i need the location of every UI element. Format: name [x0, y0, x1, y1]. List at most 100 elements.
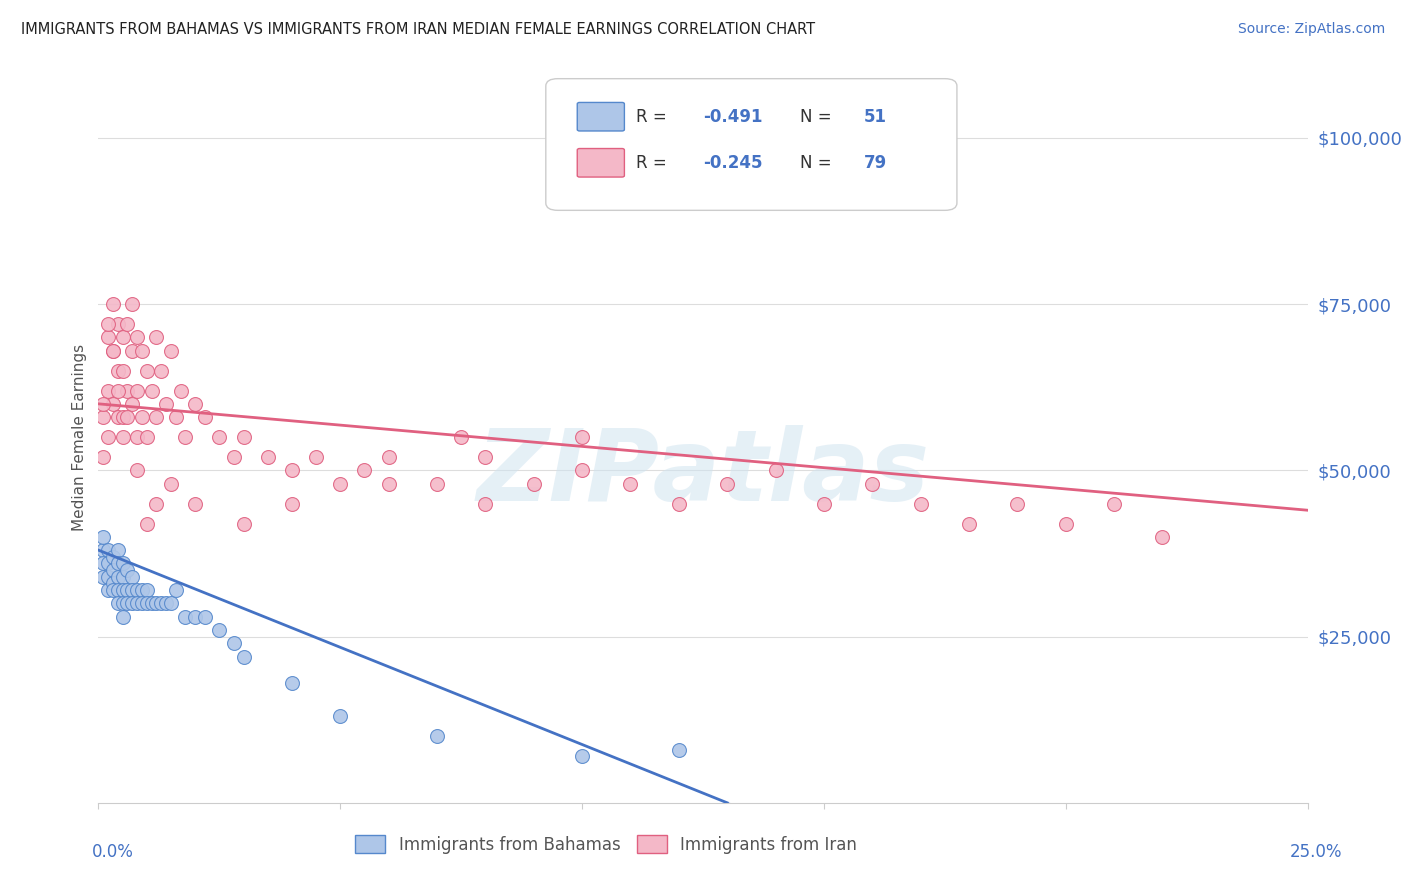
Point — [135, 430, 157, 444]
Point — [571, 430, 593, 444]
Point — [111, 570, 134, 584]
Point — [127, 384, 149, 398]
Point — [141, 596, 163, 610]
Point — [131, 343, 153, 358]
Point — [165, 410, 187, 425]
Point — [305, 450, 328, 464]
Point — [121, 582, 143, 597]
Point — [91, 450, 114, 464]
Point — [121, 297, 143, 311]
Point — [101, 563, 124, 577]
Point — [131, 596, 153, 610]
Point — [1054, 516, 1077, 531]
Point — [91, 557, 114, 571]
Point — [571, 749, 593, 764]
Point — [160, 476, 183, 491]
Point — [165, 582, 187, 597]
Point — [184, 609, 207, 624]
Point — [127, 330, 149, 344]
Point — [184, 397, 207, 411]
Point — [101, 297, 124, 311]
Point — [426, 729, 449, 743]
Text: IMMIGRANTS FROM BAHAMAS VS IMMIGRANTS FROM IRAN MEDIAN FEMALE EARNINGS CORRELATI: IMMIGRANTS FROM BAHAMAS VS IMMIGRANTS FR… — [21, 22, 815, 37]
Text: 79: 79 — [863, 153, 887, 172]
Text: -0.245: -0.245 — [703, 153, 762, 172]
Point — [117, 384, 139, 398]
Text: ZIPatlas: ZIPatlas — [477, 425, 929, 522]
Text: Source: ZipAtlas.com: Source: ZipAtlas.com — [1237, 22, 1385, 37]
Point — [281, 463, 304, 477]
Point — [668, 497, 690, 511]
Point — [91, 543, 114, 558]
Point — [668, 742, 690, 756]
Point — [194, 410, 217, 425]
Text: -0.491: -0.491 — [703, 108, 762, 126]
Point — [121, 596, 143, 610]
Point — [121, 397, 143, 411]
Point — [860, 476, 883, 491]
Point — [127, 596, 149, 610]
Point — [155, 397, 177, 411]
Point — [107, 317, 129, 331]
Point — [910, 497, 932, 511]
Point — [97, 317, 120, 331]
Point — [111, 609, 134, 624]
Point — [127, 463, 149, 477]
Point — [155, 596, 177, 610]
Point — [716, 476, 738, 491]
Point — [150, 596, 173, 610]
Point — [619, 476, 641, 491]
Text: N =: N = — [800, 153, 837, 172]
Point — [184, 497, 207, 511]
Point — [523, 476, 546, 491]
Point — [111, 596, 134, 610]
Point — [160, 343, 183, 358]
Point — [111, 582, 134, 597]
Point — [377, 450, 399, 464]
Point — [117, 317, 139, 331]
Point — [117, 563, 139, 577]
Point — [474, 497, 496, 511]
Point — [107, 557, 129, 571]
Point — [107, 570, 129, 584]
Point — [97, 384, 120, 398]
Point — [222, 450, 245, 464]
Point — [131, 410, 153, 425]
Point — [101, 397, 124, 411]
Point — [135, 582, 157, 597]
Point — [145, 410, 167, 425]
FancyBboxPatch shape — [578, 149, 624, 177]
Point — [145, 497, 167, 511]
Point — [281, 497, 304, 511]
Point — [160, 596, 183, 610]
Point — [97, 430, 120, 444]
Point — [135, 516, 157, 531]
Point — [1152, 530, 1174, 544]
Point — [232, 430, 254, 444]
Point — [1102, 497, 1125, 511]
Point — [145, 596, 167, 610]
Point — [117, 582, 139, 597]
Point — [353, 463, 375, 477]
Point — [174, 609, 197, 624]
Point — [281, 676, 304, 690]
Point — [208, 623, 231, 637]
Point — [97, 543, 120, 558]
Point — [111, 557, 134, 571]
Point — [232, 649, 254, 664]
Point — [111, 330, 134, 344]
Point — [107, 543, 129, 558]
Text: 51: 51 — [863, 108, 887, 126]
Point — [232, 516, 254, 531]
Y-axis label: Median Female Earnings: Median Female Earnings — [72, 343, 87, 531]
Text: R =: R = — [637, 153, 672, 172]
Point — [107, 363, 129, 377]
Point — [813, 497, 835, 511]
Legend: Immigrants from Bahamas, Immigrants from Iran: Immigrants from Bahamas, Immigrants from… — [349, 829, 863, 860]
Text: 25.0%: 25.0% — [1291, 843, 1343, 861]
Point — [765, 463, 787, 477]
FancyBboxPatch shape — [546, 78, 957, 211]
Text: R =: R = — [637, 108, 672, 126]
Point — [97, 582, 120, 597]
Point — [97, 570, 120, 584]
